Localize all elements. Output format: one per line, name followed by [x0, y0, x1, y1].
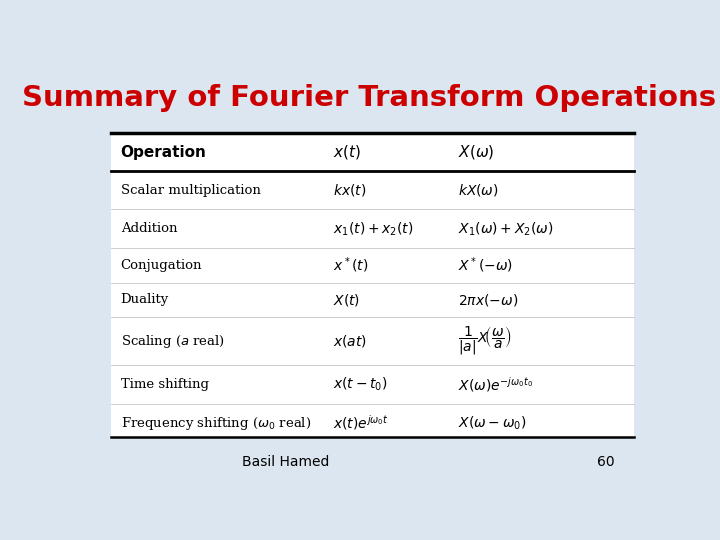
Text: $X^*(-\omega)$: $X^*(-\omega)$: [459, 255, 513, 275]
Text: 60: 60: [598, 455, 615, 469]
Text: Basil Hamed: Basil Hamed: [242, 455, 329, 469]
Text: $x(t - t_0)$: $x(t - t_0)$: [333, 376, 387, 393]
Text: Scalar multiplication: Scalar multiplication: [121, 184, 261, 197]
Text: Summary of Fourier Transform Operations: Summary of Fourier Transform Operations: [22, 84, 716, 112]
Text: Scaling ($a$ real): Scaling ($a$ real): [121, 333, 225, 349]
Text: Addition: Addition: [121, 222, 177, 235]
Text: $X_1(\omega) + X_2(\omega)$: $X_1(\omega) + X_2(\omega)$: [459, 220, 554, 238]
Text: $kX(\omega)$: $kX(\omega)$: [459, 182, 499, 198]
Text: $2\pi x(-\omega)$: $2\pi x(-\omega)$: [459, 292, 518, 308]
Text: Conjugation: Conjugation: [121, 259, 202, 272]
Text: $x^*(t)$: $x^*(t)$: [333, 255, 368, 275]
Text: $x(t)e^{j\omega_0 t}$: $x(t)e^{j\omega_0 t}$: [333, 414, 388, 433]
Text: $x(t)$: $x(t)$: [333, 143, 361, 161]
Bar: [111, 133, 634, 437]
Text: Frequency shifting ($\omega_0$ real): Frequency shifting ($\omega_0$ real): [121, 415, 311, 431]
Text: $kx(t)$: $kx(t)$: [333, 182, 366, 198]
Text: $X(t)$: $X(t)$: [333, 292, 360, 308]
Text: $X(\omega)$: $X(\omega)$: [459, 143, 495, 161]
Text: $X(\omega)e^{-j\omega_0 t_0}$: $X(\omega)e^{-j\omega_0 t_0}$: [459, 375, 534, 394]
Text: Operation: Operation: [121, 145, 207, 160]
Text: $x(at)$: $x(at)$: [333, 333, 367, 349]
Text: Duality: Duality: [121, 293, 169, 306]
Text: Time shifting: Time shifting: [121, 378, 209, 391]
Text: $X(\omega - \omega_0)$: $X(\omega - \omega_0)$: [459, 414, 527, 431]
Text: $x_1(t) + x_2(t)$: $x_1(t) + x_2(t)$: [333, 220, 413, 238]
Text: $\dfrac{1}{|a|}X\!\left(\dfrac{\omega}{a}\right)$: $\dfrac{1}{|a|}X\!\left(\dfrac{\omega}{a…: [459, 325, 512, 357]
